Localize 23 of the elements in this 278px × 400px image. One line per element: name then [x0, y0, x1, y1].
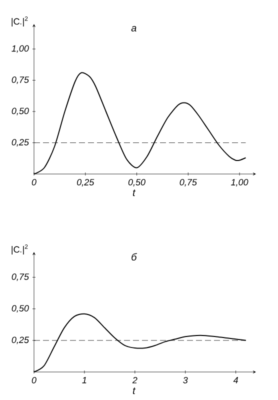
y-axis-title: |C$_{-}$|$^{2}$ — [12, 16, 28, 26]
y-axis-title: |C$_{-}$|$^{2}$ — [12, 244, 28, 254]
y-tick-label: 0,25 — [12, 139, 29, 146]
chart-title: б — [132, 253, 138, 261]
chart-title: а — [131, 26, 136, 32]
x-tick-label: 0,50 — [128, 179, 146, 186]
x-tick-label: 3 — [183, 377, 188, 384]
x-axis-title: t — [132, 190, 136, 196]
x-tick-label: 0 — [32, 179, 36, 186]
x-tick-label: 1 — [82, 377, 86, 384]
y-tick-label: 0,75 — [12, 76, 29, 84]
x-axis-title: t — [132, 388, 136, 394]
y-tick-label: 0,75 — [12, 274, 29, 281]
x-tick-label: 2 — [132, 377, 138, 384]
x-tick-label: 0,75 — [180, 179, 197, 186]
y-tick-label: 0,25 — [12, 336, 29, 344]
y-tick-label: 0,50 — [12, 305, 29, 313]
y-tick-label: 1,00 — [12, 45, 29, 53]
y-tick-label: 0,50 — [12, 108, 29, 116]
x-tick-label: 0,25 — [77, 179, 94, 186]
x-tick-label: 1,00 — [231, 179, 248, 186]
x-tick-label: 0 — [32, 377, 36, 384]
x-tick-label: 4 — [233, 377, 238, 384]
